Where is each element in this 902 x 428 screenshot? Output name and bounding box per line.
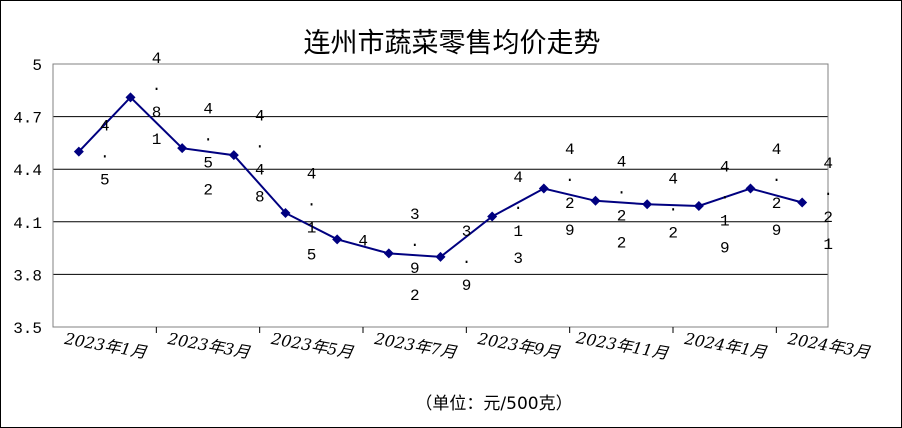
- unit-label: （单位：元/500克）: [415, 394, 572, 414]
- data-point: [435, 251, 446, 262]
- data-point: [693, 201, 704, 212]
- data-point: [280, 208, 291, 219]
- x-tick-label: 2023年1月: [62, 329, 149, 362]
- plot-area: [52, 63, 829, 328]
- data-point: [487, 211, 498, 222]
- y-tick-label: 4.7: [13, 110, 42, 128]
- y-axis: 3.5 3.8 4.1 4.4 4.7 5: [13, 57, 42, 338]
- data-label: 3.9: [462, 223, 472, 295]
- x-tick-label: 2023年9月: [475, 329, 562, 362]
- y-tick-label: 3.5: [13, 320, 42, 338]
- data-label: 4.2: [668, 170, 678, 242]
- data-point: [538, 183, 549, 194]
- series-line: [73, 92, 808, 262]
- y-tick-label: 4.1: [13, 215, 42, 233]
- data-point: [745, 183, 756, 194]
- x-tick-label: 2023年7月: [372, 329, 459, 362]
- y-tick-label: 5: [32, 57, 42, 75]
- data-label: 4: [358, 232, 368, 250]
- data-point: [228, 150, 239, 161]
- data-label: 4.5: [100, 118, 110, 190]
- data-point: [73, 146, 84, 157]
- y-tick-label: 3.8: [13, 267, 42, 285]
- x-tick-label: 2024年3月: [785, 329, 872, 362]
- x-tick-label: 2023年3月: [165, 329, 252, 362]
- data-point: [642, 199, 653, 210]
- gridlines: [53, 116, 828, 275]
- x-tick-label: 2023年5月: [269, 329, 356, 362]
- x-tick-label: 2023年11月: [574, 328, 671, 363]
- data-point: [332, 234, 343, 245]
- data-point: [590, 195, 601, 206]
- data-point: [383, 248, 394, 259]
- data-point: [177, 143, 188, 154]
- x-tick-label: 2024年1月: [682, 329, 769, 362]
- data-point: [125, 92, 136, 103]
- series-polyline: [78, 95, 803, 258]
- x-axis: 2023年1月 2023年3月 2023年5月 2023年7月 2023年9月 2023年…: [62, 327, 872, 363]
- y-tick-label: 4.4: [13, 162, 42, 180]
- data-point: [797, 197, 808, 208]
- data-labels: 4. 5 4. 8 1 4. 5 2 4. 4 8 4. 1 5 4 3. 9 2 3. 9 4. 1 3 4. 2 9 4. 2 2 4…: [100, 50, 833, 305]
- chart-title: 连州市蔬菜零售均价走势: [304, 28, 601, 59]
